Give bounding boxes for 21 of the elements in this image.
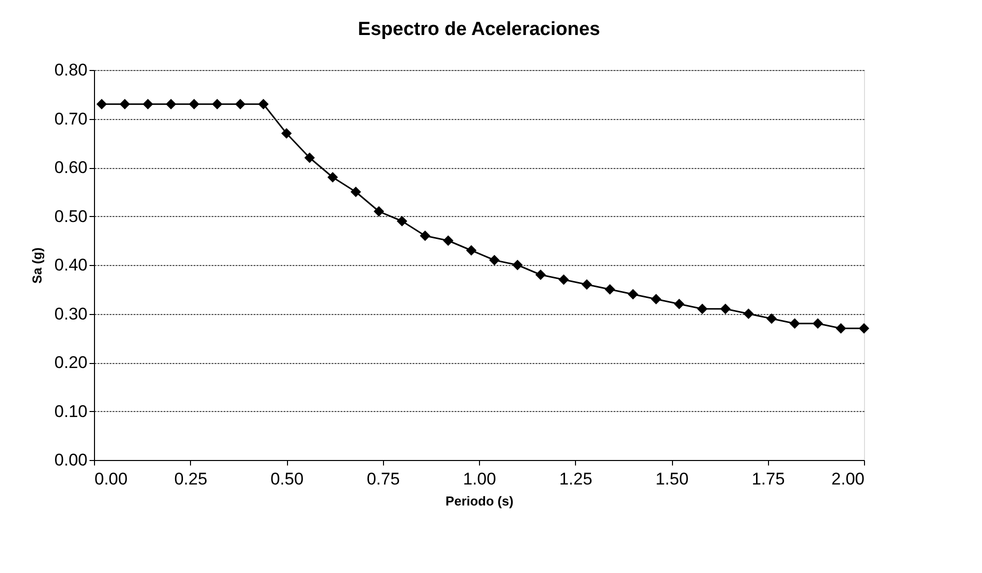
y-tick-label: 0.20	[54, 353, 88, 372]
x-tick-label: 2.00	[831, 470, 864, 488]
y-axis-title: Sa (g)	[29, 247, 44, 284]
x-tick-label: 1.25	[559, 470, 592, 488]
y-tick-label: 0.50	[54, 206, 88, 226]
y-tick-label: 0.10	[54, 402, 88, 421]
x-tick-label: 1.00	[462, 470, 496, 488]
x-tick-label: 0.00	[94, 470, 128, 488]
y-tick-label: 0.30	[54, 304, 88, 324]
y-tick-label: 0.00	[54, 450, 88, 470]
y-tick-label: 0.40	[54, 256, 88, 274]
x-tick-label: 0.75	[366, 470, 400, 488]
y-tick-label: 0.60	[54, 158, 88, 177]
x-tick-label: 1.50	[655, 470, 689, 488]
y-tick-label: 0.80	[54, 60, 88, 80]
x-tick-label: 0.50	[270, 470, 304, 488]
chart-title: Espectro de Aceleraciones	[358, 19, 600, 40]
y-tick-label: 0.70	[54, 109, 88, 128]
x-tick-label: 1.75	[752, 470, 785, 488]
x-tick-label: 0.25	[174, 470, 208, 488]
x-axis-title: Periodo (s)	[446, 494, 514, 508]
